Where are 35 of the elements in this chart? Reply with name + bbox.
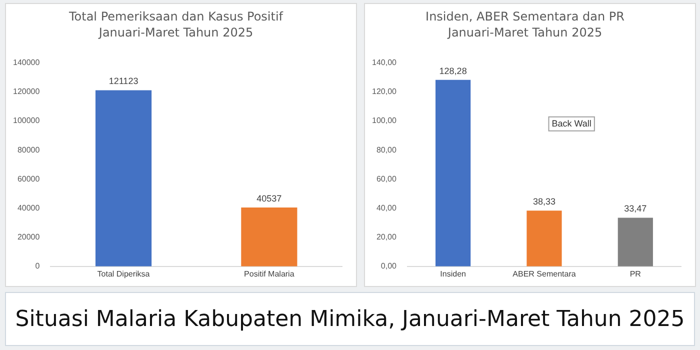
y-tick-label: 60,00 <box>376 174 398 184</box>
chart-subtitle: Januari-Maret Tahun 2025 <box>446 26 602 40</box>
y-tick-label: 120000 <box>12 87 40 96</box>
y-tick-label: 20000 <box>17 232 40 242</box>
data-label: 40537 <box>256 193 282 204</box>
x-tick-label: Positif Malaria <box>244 269 295 278</box>
chart-title: Insiden, ABER Sementara dan PR <box>426 9 624 24</box>
y-tick-label: 140,00 <box>372 58 398 68</box>
y-tick-label: 0,00 <box>380 262 398 271</box>
y-tick-label: 80,00 <box>376 145 398 154</box>
bar <box>526 210 562 266</box>
x-tick-label: PR <box>630 269 642 278</box>
chart-title: Total Pemeriksaan dan Kasus Positif <box>68 9 284 24</box>
x-tick-label: ABER Sementara <box>512 269 576 278</box>
y-tick-label: 100000 <box>12 116 40 126</box>
y-tick-label: 0 <box>35 262 40 271</box>
text: Situasi Malaria Kabupaten Mimika, Januari-Maret Tahun 2025 <box>5 292 695 346</box>
y-tick-label: 20,00 <box>376 232 398 242</box>
bar <box>618 218 653 266</box>
chart-subtitle: Januari-Maret Tahun 2025 <box>98 26 254 40</box>
annotation: Back Wall <box>552 118 592 128</box>
y-tick-label: 80000 <box>17 145 40 154</box>
x-tick-label: Total Diperiksa <box>97 269 150 278</box>
data-label: 33,47 <box>624 204 647 214</box>
y-tick-label: 60000 <box>17 174 40 184</box>
bar <box>436 80 471 266</box>
data-label: 38,33 <box>532 196 556 207</box>
data-label: 121123 <box>108 76 138 86</box>
x-tick-label: Insiden <box>440 269 466 278</box>
y-tick-label: 140000 <box>12 58 40 68</box>
data-label: 128,28 <box>439 66 467 76</box>
y-tick-label: 120,00 <box>372 87 398 96</box>
y-tick-label: 100,00 <box>372 116 398 126</box>
y-tick-label: 40,00 <box>376 203 398 212</box>
y-tick-label: 40000 <box>17 203 40 212</box>
